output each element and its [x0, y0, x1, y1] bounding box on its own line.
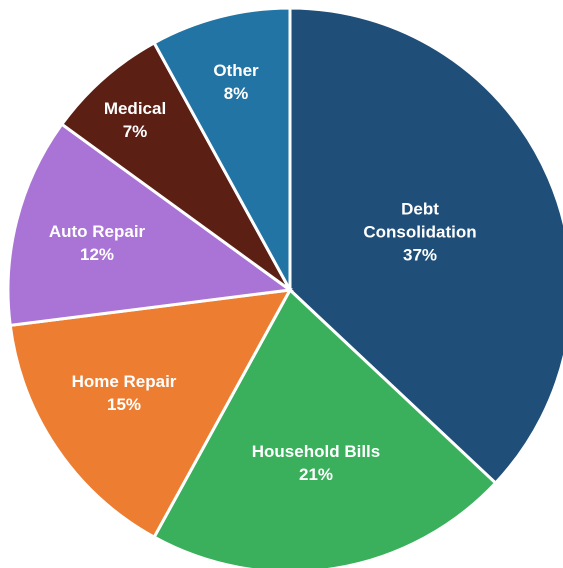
pie-slice — [152, 6, 292, 291]
pie-slice — [8, 288, 293, 540]
slice-label: Other 8% — [186, 59, 286, 105]
pie-slice — [6, 122, 294, 328]
slice-value: 7% — [122, 122, 148, 141]
slice-name: Medical — [103, 99, 167, 118]
slice-name: Other — [213, 61, 259, 80]
slice-value: 15% — [106, 395, 142, 414]
pie-slice — [288, 6, 563, 486]
slice-value: 37% — [402, 245, 438, 265]
slice-name: Home Repair — [71, 372, 177, 391]
slice-value: 8% — [223, 84, 249, 103]
slice-label: Auto Repair 12% — [0, 220, 197, 266]
slice-value: 12% — [79, 245, 115, 264]
slice-name: Debt Consolidation — [363, 199, 477, 242]
slice-name: Auto Repair — [48, 222, 146, 241]
slice-label: Home Repair 15% — [24, 370, 224, 416]
slice-label: Debt Consolidation 37% — [350, 198, 490, 267]
slice-label: Medical 7% — [75, 97, 195, 143]
slice-value: 21% — [298, 465, 334, 484]
pie-slice — [152, 287, 498, 568]
slice-name: Household Bills — [251, 442, 381, 461]
pie-slice — [59, 40, 292, 292]
slice-label: Household Bills 21% — [216, 440, 416, 486]
